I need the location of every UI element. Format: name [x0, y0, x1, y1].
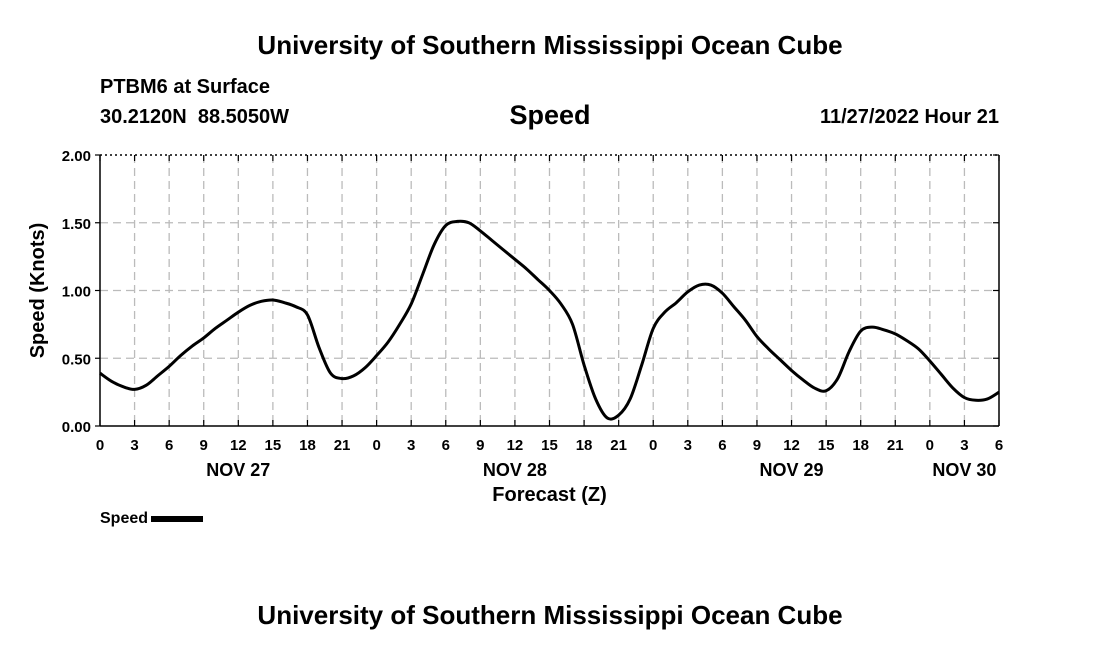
x-tick-label: 3: [684, 437, 692, 454]
x-tick-label: 0: [96, 437, 104, 454]
legend: Speed: [100, 510, 204, 528]
x-tick-label: 18: [852, 437, 869, 454]
x-axis-title: Forecast (Z): [492, 484, 606, 506]
x-tick-label: 15: [265, 437, 282, 454]
date-label: NOV 28: [483, 460, 547, 480]
x-tick-label: 3: [130, 437, 138, 454]
coordinates-label: 30.2120N 88.5050W: [100, 106, 290, 128]
x-tick-label: 21: [887, 437, 904, 454]
legend-label: Speed: [100, 510, 149, 527]
x-tick-label: 18: [299, 437, 316, 454]
x-tick-label: 6: [442, 437, 450, 454]
y-axis-title: Speed (Knots): [27, 223, 49, 359]
date-label: NOV 30: [932, 460, 996, 480]
x-tick-label: 18: [576, 437, 593, 454]
x-tick-label: 0: [372, 437, 380, 454]
top-title: University of Southern Mississippi Ocean…: [257, 30, 843, 60]
legend-swatch: [151, 516, 204, 522]
date-label: NOV 29: [760, 460, 824, 480]
x-tick-label: 6: [995, 437, 1003, 454]
x-tick-label: 0: [649, 437, 657, 454]
x-tick-label: 12: [507, 437, 524, 454]
y-tick-label: 1.50: [62, 216, 91, 233]
chart-title: Speed: [509, 100, 591, 130]
date-label: NOV 27: [206, 460, 270, 480]
x-tick-label: 21: [610, 437, 627, 454]
x-tick-label: 6: [165, 437, 173, 454]
forecast-datetime: 11/27/2022 Hour 21: [819, 106, 999, 128]
x-tick-label: 9: [476, 437, 484, 454]
y-tick-label: 0.50: [62, 351, 91, 368]
x-tick-label: 9: [200, 437, 208, 454]
bottom-title: University of Southern Mississippi Ocean…: [257, 600, 843, 630]
speed-series-line: [99, 219, 1000, 421]
x-tick-label: 21: [334, 437, 351, 454]
y-tick-label: 2.00: [62, 148, 91, 165]
x-tick-label: 15: [541, 437, 558, 454]
x-tick-label: 12: [783, 437, 800, 454]
x-tick-label: 9: [753, 437, 761, 454]
x-tick-label: 3: [407, 437, 415, 454]
x-tick-label: 12: [230, 437, 247, 454]
station-label: PTBM6 at Surface: [100, 76, 271, 98]
x-tick-label: 3: [960, 437, 968, 454]
x-tick-label: 0: [926, 437, 934, 454]
y-tick-label: 0.00: [62, 419, 91, 436]
x-tick-label: 6: [718, 437, 726, 454]
y-tick-label: 1.00: [62, 284, 91, 301]
x-tick-label: 15: [818, 437, 835, 454]
